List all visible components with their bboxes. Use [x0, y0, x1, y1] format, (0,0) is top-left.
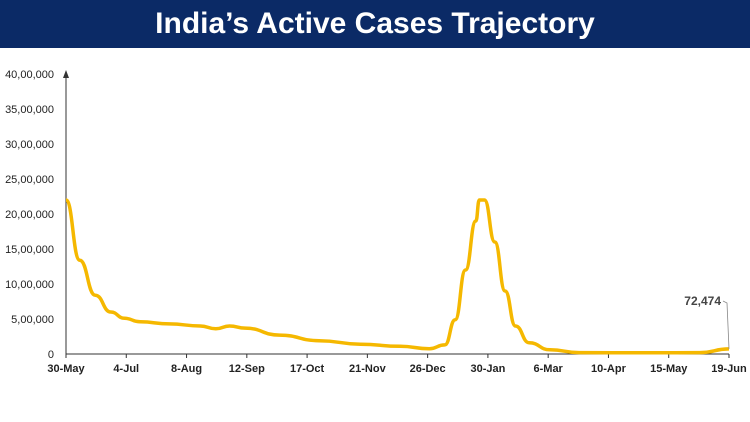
y-axis-arrow-icon [63, 70, 69, 78]
x-tick-label: 15-May [650, 363, 688, 375]
y-tick-label: 10,00,000 [5, 279, 54, 291]
x-tick-label: 21-Nov [349, 363, 387, 375]
y-tick-label: 15,00,000 [5, 244, 54, 256]
x-tick-label: 30-Jan [470, 363, 505, 375]
x-tick-label: 10-Apr [591, 363, 627, 375]
y-tick-label: 30,00,000 [5, 139, 54, 151]
y-tick-label: 0 [48, 349, 54, 361]
y-tick-label: 35,00,000 [5, 104, 54, 116]
x-tick-label: 26-Dec [410, 363, 446, 375]
y-tick-label: 5,00,000 [11, 314, 54, 326]
x-tick-label: 12-Sep [229, 363, 265, 375]
x-tick-label: 4-Jul [113, 363, 139, 375]
x-tick-label: 17-Oct [290, 363, 325, 375]
active-cases-line [64, 198, 730, 355]
x-tick-label: 30-May [47, 363, 85, 375]
x-tick-label: 6-Mar [534, 363, 564, 375]
y-tick-label: 40,00,000 [5, 69, 54, 81]
x-tick-label: 8-Aug [171, 363, 202, 375]
y-tick-label: 25,00,000 [5, 174, 54, 186]
chart-title: India’s Active Cases Trajectory [155, 7, 595, 40]
title-bar: India’s Active Cases Trajectory [0, 0, 750, 48]
annotation-leader [722, 300, 730, 349]
x-tick-label: 19-Jun [711, 363, 747, 375]
annotation-label: 72,474 [684, 294, 721, 308]
y-tick-label: 20,00,000 [5, 209, 54, 221]
